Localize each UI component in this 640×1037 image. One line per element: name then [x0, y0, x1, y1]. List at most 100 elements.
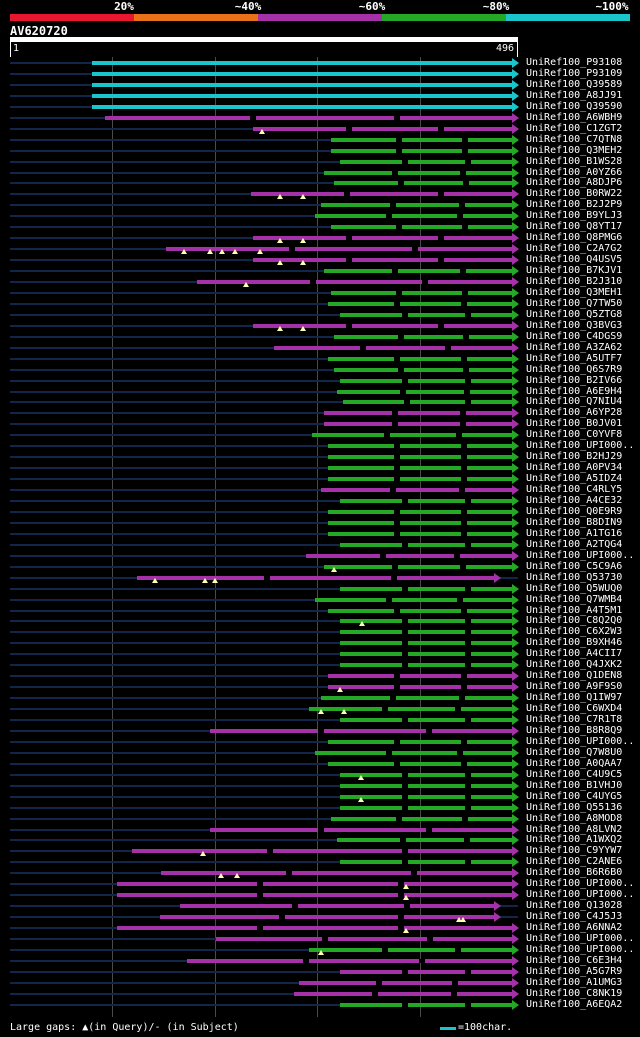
hit-alignment-bar[interactable] — [340, 160, 512, 164]
hit-alignment-bar[interactable] — [334, 368, 512, 372]
hit-alignment-bar[interactable] — [306, 554, 512, 558]
hit-label[interactable]: UniRef100_Q3MEH1 — [526, 287, 623, 298]
hit-row[interactable]: UniRef100_Q4JXK2 — [0, 659, 640, 671]
hit-alignment-bar[interactable] — [309, 707, 512, 711]
hit-alignment-bar[interactable] — [340, 619, 512, 623]
hit-label[interactable]: UniRef100_C7R1T8 — [526, 714, 623, 725]
hit-alignment-bar[interactable] — [315, 598, 512, 602]
hit-row[interactable]: UniRef100_A9F9S0 — [0, 681, 640, 693]
hit-label[interactable]: UniRef100_B1WS28 — [526, 156, 623, 167]
hit-alignment-bar[interactable] — [331, 817, 512, 821]
hit-alignment-bar[interactable] — [340, 860, 512, 864]
hit-label[interactable]: UniRef100_Q53730 — [526, 572, 623, 583]
hit-label[interactable]: UniRef100_A1UMG3 — [526, 977, 623, 988]
hit-row[interactable]: UniRef100_Q5WUQ0 — [0, 583, 640, 595]
hit-alignment-bar[interactable] — [92, 83, 512, 87]
hit-row[interactable]: UniRef100_UPI000.. — [0, 878, 640, 890]
hit-alignment-bar[interactable] — [328, 455, 513, 459]
hit-row[interactable]: UniRef100_C4U9C5 — [0, 769, 640, 781]
hit-row[interactable]: UniRef100_UPI000.. — [0, 440, 640, 452]
hit-alignment-bar[interactable] — [253, 236, 512, 240]
hit-row[interactable]: UniRef100_B9YLJ3 — [0, 210, 640, 222]
hit-alignment-bar[interactable] — [328, 609, 513, 613]
hit-label[interactable]: UniRef100_C4UYG5 — [526, 791, 623, 802]
hit-alignment-bar[interactable] — [328, 477, 513, 481]
hit-label[interactable]: UniRef100_Q39589 — [526, 79, 623, 90]
hit-alignment-bar[interactable] — [340, 587, 512, 591]
hit-alignment-bar[interactable] — [315, 214, 512, 218]
hit-label[interactable]: UniRef100_A6E9H4 — [526, 386, 623, 397]
hit-label[interactable]: UniRef100_A5G7R9 — [526, 966, 623, 977]
hit-row[interactable]: UniRef100_A5G7R9 — [0, 966, 640, 978]
hit-row[interactable]: UniRef100_A3ZA62 — [0, 342, 640, 354]
hit-row[interactable]: UniRef100_C5C9A6 — [0, 561, 640, 573]
hit-alignment-bar[interactable] — [340, 718, 512, 722]
hit-alignment-bar[interactable] — [299, 981, 512, 985]
hit-label[interactable]: UniRef100_Q8PMG6 — [526, 232, 623, 243]
hit-row[interactable]: UniRef100_Q39590 — [0, 101, 640, 113]
hit-row[interactable]: UniRef100_UPI000.. — [0, 550, 640, 562]
hit-alignment-bar[interactable] — [180, 904, 494, 908]
hit-row[interactable]: UniRef100_C2ANE6 — [0, 856, 640, 868]
hit-alignment-bar[interactable] — [251, 192, 512, 196]
hit-row[interactable]: UniRef100_A6NNA2 — [0, 922, 640, 934]
hit-alignment-bar[interactable] — [92, 72, 512, 76]
hit-label[interactable]: UniRef100_UPI000.. — [526, 933, 635, 944]
hit-alignment-bar[interactable] — [321, 696, 512, 700]
hit-row[interactable]: UniRef100_Q0E9R9 — [0, 506, 640, 518]
hit-row[interactable]: UniRef100_A8MOD8 — [0, 813, 640, 825]
hit-alignment-bar[interactable] — [253, 324, 512, 328]
hit-alignment-bar[interactable] — [161, 871, 512, 875]
hit-label[interactable]: UniRef100_P93109 — [526, 68, 623, 79]
hit-alignment-bar[interactable] — [340, 795, 512, 799]
hit-alignment-bar[interactable] — [328, 740, 513, 744]
hit-label[interactable]: UniRef100_B6R6B0 — [526, 867, 623, 878]
hit-label[interactable]: UniRef100_Q4USV5 — [526, 254, 623, 265]
hit-alignment-bar[interactable] — [340, 970, 512, 974]
hit-alignment-bar[interactable] — [216, 937, 512, 941]
hit-row[interactable]: UniRef100_UPI000.. — [0, 736, 640, 748]
hit-row[interactable]: UniRef100_Q3MEH1 — [0, 287, 640, 299]
hit-row[interactable]: UniRef100_C4J5J3 — [0, 911, 640, 923]
hit-row[interactable]: UniRef100_Q3MEH2 — [0, 145, 640, 157]
hit-alignment-bar[interactable] — [274, 346, 512, 350]
hit-row[interactable]: UniRef100_A0YZ66 — [0, 167, 640, 179]
hit-alignment-bar[interactable] — [331, 138, 512, 142]
hit-alignment-bar[interactable] — [340, 499, 512, 503]
hit-row[interactable]: UniRef100_UPI000.. — [0, 944, 640, 956]
hit-label[interactable]: UniRef100_A6NNA2 — [526, 922, 623, 933]
hit-label[interactable]: UniRef100_B1VHJ0 — [526, 780, 623, 791]
hit-alignment-bar[interactable] — [324, 422, 512, 426]
hit-alignment-bar[interactable] — [340, 773, 512, 777]
hit-row[interactable]: UniRef100_C8NK19 — [0, 988, 640, 1000]
hit-row[interactable]: UniRef100_A8JJ91 — [0, 90, 640, 102]
hit-row[interactable]: UniRef100_C7R1T8 — [0, 714, 640, 726]
hit-row[interactable]: UniRef100_Q7WMB4 — [0, 594, 640, 606]
hit-row[interactable]: UniRef100_A2TQG4 — [0, 539, 640, 551]
hit-label[interactable]: UniRef100_A1TG16 — [526, 528, 623, 539]
hit-row[interactable]: UniRef100_Q1DEN8 — [0, 670, 640, 682]
hit-label[interactable]: UniRef100_Q13028 — [526, 900, 623, 911]
hit-label[interactable]: UniRef100_C6E3H4 — [526, 955, 623, 966]
hit-label[interactable]: UniRef100_A6YP28 — [526, 407, 623, 418]
hit-label[interactable]: UniRef100_Q3BVG3 — [526, 320, 623, 331]
hit-row[interactable]: UniRef100_A1WXQ2 — [0, 834, 640, 846]
hit-alignment-bar[interactable] — [337, 838, 512, 842]
hit-label[interactable]: UniRef100_Q1IW97 — [526, 692, 623, 703]
hit-label[interactable]: UniRef100_Q7NIU4 — [526, 396, 623, 407]
hit-row[interactable]: UniRef100_A8DJP6 — [0, 177, 640, 189]
hit-label[interactable]: UniRef100_Q3MEH2 — [526, 145, 623, 156]
hit-alignment-bar[interactable] — [340, 379, 512, 383]
hit-label[interactable]: UniRef100_Q7W8U0 — [526, 747, 623, 758]
hit-label[interactable]: UniRef100_Q5WUQ0 — [526, 583, 623, 594]
hit-row[interactable]: UniRef100_C2A7G2 — [0, 243, 640, 255]
hit-alignment-bar[interactable] — [337, 390, 512, 394]
hit-row[interactable]: UniRef100_C7QTN8 — [0, 134, 640, 146]
hit-row[interactable]: UniRef100_B2HJ29 — [0, 451, 640, 463]
hit-label[interactable]: UniRef100_C8NK19 — [526, 988, 623, 999]
hit-label[interactable]: UniRef100_B9YLJ3 — [526, 210, 623, 221]
hit-label[interactable]: UniRef100_B2IV66 — [526, 375, 623, 386]
hit-label[interactable]: UniRef100_C4U9C5 — [526, 769, 623, 780]
hit-row[interactable]: UniRef100_A6YP28 — [0, 407, 640, 419]
hit-row[interactable]: UniRef100_Q6S7R9 — [0, 364, 640, 376]
